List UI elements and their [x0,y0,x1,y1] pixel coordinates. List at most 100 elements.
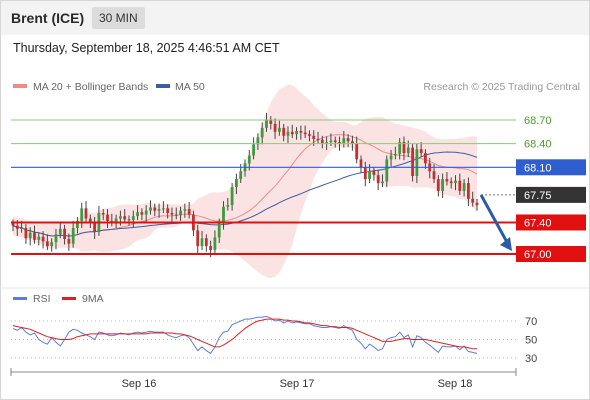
candle-body [398,142,402,154]
candle-body [114,218,118,223]
timeframe-badge[interactable]: 30 MIN [92,7,145,29]
candle-body [320,139,324,143]
candle-body [170,213,174,215]
candle-body [415,149,419,176]
candle-body [471,198,475,203]
candle-body [269,120,273,124]
candle-body [166,208,170,213]
candle-body [316,138,320,140]
rsi-legend-label: RSI [33,293,51,305]
candle-body [37,236,41,240]
pivot-label-box [516,159,586,176]
candle-body [256,137,260,145]
current-label-box [516,186,586,203]
candle-body [303,132,307,135]
candle-body [295,131,298,135]
candle-body [402,142,406,154]
support-label: 67.00 [524,249,552,261]
candle-body [67,239,71,244]
ma50-legend-label: MA 50 [175,81,205,93]
instrument-title: Brent (ICE) [11,10,85,26]
candle-body [140,212,144,215]
candle-body [136,212,139,217]
candle-body [84,208,88,219]
candle-body [394,153,397,156]
candle-body [449,181,453,184]
ma9-legend-swatch [62,297,76,300]
support-label-box [516,246,586,262]
candle-body [54,234,58,243]
candle-body [63,228,66,239]
candle-body [119,216,122,219]
candle-body [33,232,36,240]
candle-body [312,135,316,139]
candle-body [200,238,204,247]
candle-body [149,207,152,211]
candle-body [411,147,414,176]
candle-body [80,208,84,221]
candle-body [436,179,440,191]
candle-body [265,120,268,128]
candle-body [346,138,350,142]
candle-body [363,167,367,180]
chart-legend: MA 20 + Bollinger Bands MA 50 Research ©… [13,81,580,93]
candle-body [252,144,255,156]
candle-body [454,180,457,184]
candle-body [424,153,427,164]
candle-body [76,220,79,228]
rsi-pane: 70 50 30 [11,315,537,365]
candle-body [338,142,341,144]
candle-body [15,225,19,229]
candle-body [183,209,187,211]
candle-body [144,210,148,215]
candle-body [458,180,462,191]
candle-body [123,216,127,220]
candle-body [355,143,359,160]
ma9-legend-label: 9MA [82,293,104,305]
candle-body [432,171,436,180]
support-label: 67.40 [524,217,552,229]
candle-body [445,179,449,182]
rsi-legend-swatch [13,297,27,300]
ma50-legend-swatch [156,84,170,88]
candle-body [247,155,251,164]
candle-body [24,228,28,239]
ma50-line [12,151,478,237]
candle-body [222,206,225,223]
bollinger-band [13,84,477,279]
candle-body [101,213,105,215]
rsi-legend: RSI 9MA [13,293,104,305]
candle-body [187,209,191,215]
candle-body [58,228,62,235]
candle-body [239,171,243,180]
candle-body [153,207,157,211]
candle-body [179,210,182,216]
candle-body [329,140,333,143]
pivot-label: 68.10 [524,162,552,174]
candle-body [20,228,23,229]
candle-body [467,183,470,199]
candle-body [209,246,212,250]
candle-body [325,142,328,144]
candle-body [217,222,221,238]
forecast-arrow-shaft [479,194,510,245]
rsi-tick-label: 30 [525,353,537,365]
candle-body [196,230,200,247]
timestamp: Thursday, September 18, 2025 4:46:51 AM … [13,41,280,55]
candle-body [286,131,290,136]
candle-body [127,219,131,221]
candle-body [462,183,466,191]
support-label-box [516,214,586,231]
candle-body [226,205,230,207]
candle-body [368,171,371,180]
candle-body [46,241,49,247]
candle-body [213,237,217,250]
resistance-label: 68.70 [524,115,552,127]
candle-body [299,131,303,133]
candle-body [419,149,423,154]
resistance-label: 68.40 [524,139,552,151]
candle-body [88,218,92,223]
rsi-ma9-line [12,318,477,350]
ma20-legend-label: MA 20 + Bollinger Bands [33,81,148,93]
